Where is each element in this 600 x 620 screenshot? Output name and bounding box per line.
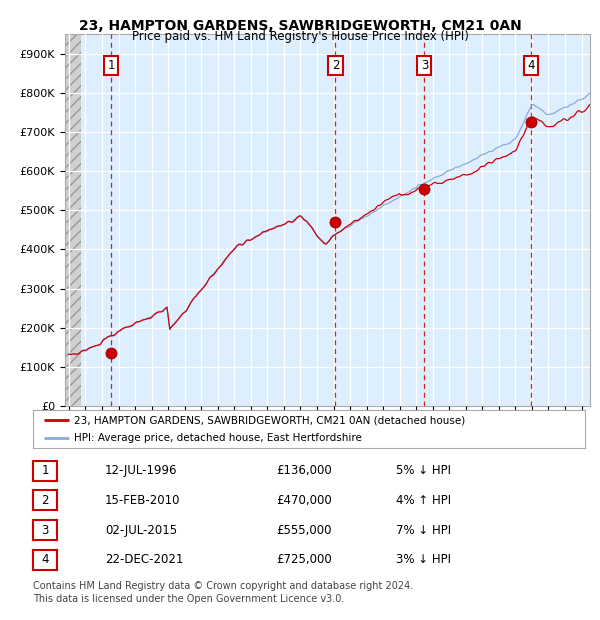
Text: 1: 1 (107, 59, 115, 72)
Text: HPI: Average price, detached house, East Hertfordshire: HPI: Average price, detached house, East… (74, 433, 362, 443)
Text: 23, HAMPTON GARDENS, SAWBRIDGEWORTH, CM21 0AN (detached house): 23, HAMPTON GARDENS, SAWBRIDGEWORTH, CM2… (74, 415, 466, 425)
Text: Contains HM Land Registry data © Crown copyright and database right 2024.: Contains HM Land Registry data © Crown c… (33, 581, 413, 591)
Text: 23, HAMPTON GARDENS, SAWBRIDGEWORTH, CM21 0AN: 23, HAMPTON GARDENS, SAWBRIDGEWORTH, CM2… (79, 19, 521, 33)
Text: 22-DEC-2021: 22-DEC-2021 (105, 554, 184, 566)
Text: £470,000: £470,000 (276, 494, 332, 507)
Text: 3: 3 (421, 59, 428, 72)
Text: 4: 4 (41, 554, 49, 566)
Text: £725,000: £725,000 (276, 554, 332, 566)
Text: 3: 3 (41, 524, 49, 536)
Text: 3% ↓ HPI: 3% ↓ HPI (396, 554, 451, 566)
Text: 2: 2 (41, 494, 49, 507)
Text: 4% ↑ HPI: 4% ↑ HPI (396, 494, 451, 507)
Text: 7% ↓ HPI: 7% ↓ HPI (396, 524, 451, 536)
Text: 2: 2 (332, 59, 339, 72)
Text: 1: 1 (41, 464, 49, 477)
Text: 5% ↓ HPI: 5% ↓ HPI (396, 464, 451, 477)
Text: £555,000: £555,000 (276, 524, 331, 536)
Text: Price paid vs. HM Land Registry's House Price Index (HPI): Price paid vs. HM Land Registry's House … (131, 30, 469, 43)
Text: 12-JUL-1996: 12-JUL-1996 (105, 464, 178, 477)
Text: 15-FEB-2010: 15-FEB-2010 (105, 494, 181, 507)
Text: £136,000: £136,000 (276, 464, 332, 477)
Text: This data is licensed under the Open Government Licence v3.0.: This data is licensed under the Open Gov… (33, 595, 344, 604)
Text: 02-JUL-2015: 02-JUL-2015 (105, 524, 177, 536)
Text: 4: 4 (527, 59, 535, 72)
